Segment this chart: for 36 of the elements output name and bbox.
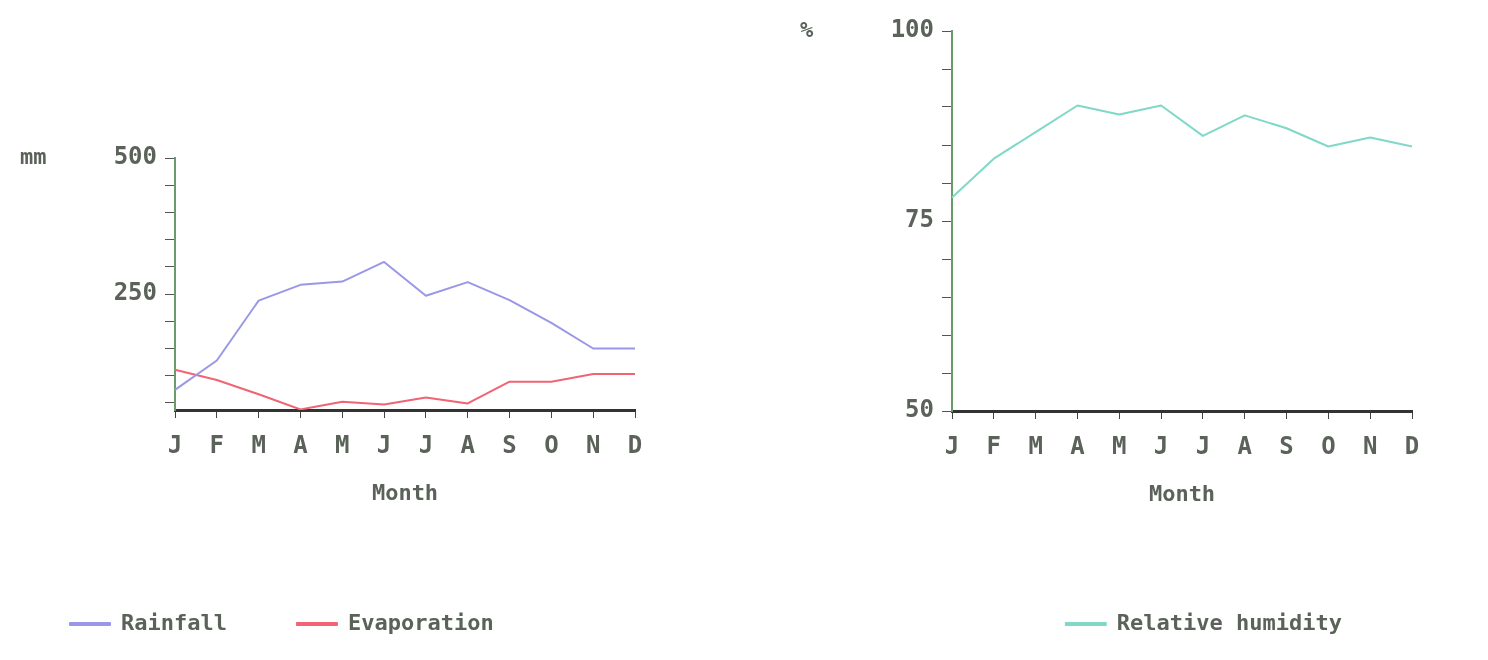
x-tick-label: M	[335, 430, 350, 459]
x-tick-label: D	[627, 430, 643, 459]
y-tick-label: 50	[905, 395, 934, 424]
x-tick-label: N	[1362, 431, 1378, 460]
x-tick-label: D	[1404, 431, 1420, 460]
y-tick-label: 100	[890, 15, 934, 44]
y-tick-label: 250	[113, 278, 157, 307]
x-tick-label: A	[1070, 431, 1086, 460]
x-tick-label: J	[1153, 431, 1169, 460]
x-tick-label: M	[251, 430, 266, 459]
x-tick-label: J	[944, 431, 960, 460]
x-tick-label: S	[1279, 431, 1294, 460]
x-tick-label: J	[418, 430, 434, 459]
legend-label: Evaporation	[347, 609, 494, 635]
x-tick-label: J	[167, 430, 183, 459]
x-tick-label: N	[585, 430, 601, 459]
x-axis-title: Month	[371, 479, 439, 505]
x-tick-label: J	[1195, 431, 1211, 460]
legend-label: Relative humidity	[1116, 609, 1342, 635]
x-tick-label: O	[544, 430, 559, 459]
y-axis-title: %	[800, 16, 814, 42]
legend-label: Rainfall	[121, 609, 227, 635]
y-tick-label: 75	[905, 205, 934, 234]
x-tick-label: F	[209, 430, 225, 459]
x-tick-label: A	[460, 430, 476, 459]
x-tick-label: S	[502, 430, 517, 459]
x-tick-label: F	[986, 431, 1002, 460]
y-axis-title: mm	[20, 143, 47, 169]
x-tick-label: M	[1112, 431, 1127, 460]
x-axis-title: Month	[1148, 480, 1216, 506]
x-tick-label: J	[376, 430, 392, 459]
x-tick-label: O	[1321, 431, 1336, 460]
x-tick-label: A	[293, 430, 309, 459]
y-tick-label: 500	[113, 142, 157, 171]
x-tick-label: A	[1237, 431, 1253, 460]
x-tick-label: M	[1028, 431, 1043, 460]
